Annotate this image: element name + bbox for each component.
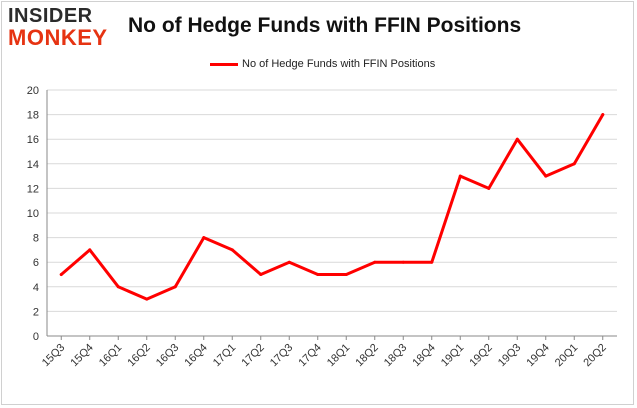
x-tick-label: 17Q1 — [211, 342, 239, 370]
legend-label: No of Hedge Funds with FFIN Positions — [242, 58, 436, 70]
data-point — [458, 174, 462, 178]
data-point — [287, 260, 291, 264]
x-tick-label: 18Q2 — [353, 342, 381, 370]
data-point — [316, 273, 320, 276]
y-tick-label: 0 — [33, 331, 39, 343]
y-tick-label: 6 — [33, 257, 39, 269]
insider-monkey-logo: INSIDER MONKEY — [8, 6, 118, 49]
x-tick-label: 16Q3 — [154, 342, 182, 370]
data-point — [116, 285, 120, 289]
x-tick-label: 16Q2 — [125, 342, 153, 370]
x-tick-label: 19Q3 — [496, 342, 524, 370]
x-tick-label: 19Q2 — [467, 342, 495, 370]
data-point — [259, 273, 263, 276]
chart-legend: No of Hedge Funds with FFIN Positions — [210, 57, 435, 71]
data-point — [373, 260, 377, 264]
data-point — [344, 273, 348, 276]
x-tick-label: 16Q1 — [97, 342, 125, 370]
logo-line-1: INSIDER — [8, 5, 93, 27]
y-tick-label: 16 — [27, 134, 39, 146]
y-tick-label: 18 — [27, 110, 39, 122]
x-tick-label: 16Q4 — [182, 342, 210, 370]
y-tick-label: 14 — [27, 159, 39, 171]
data-point — [145, 297, 149, 301]
x-tick-label: 18Q4 — [410, 342, 438, 370]
data-point — [401, 260, 405, 264]
x-tick-label: 18Q3 — [382, 342, 410, 370]
x-tick-label: 19Q4 — [524, 342, 552, 370]
chart-title: No of Hedge Funds with FFIN Positions — [128, 14, 522, 37]
x-tick-label: 17Q2 — [239, 342, 267, 370]
data-point — [202, 236, 206, 240]
data-point — [173, 285, 177, 289]
logo-line-2: MONKEY — [8, 25, 108, 50]
y-tick-label: 10 — [27, 208, 39, 220]
data-point — [230, 248, 234, 252]
legend-swatch — [210, 62, 238, 66]
data-point — [487, 186, 491, 190]
x-tick-label: 15Q4 — [68, 342, 96, 370]
x-tick-label: 17Q3 — [268, 342, 296, 370]
x-tick-label: 19Q1 — [439, 342, 467, 370]
x-tick-label: 17Q4 — [296, 342, 324, 370]
data-point — [59, 273, 63, 276]
data-point — [572, 162, 576, 166]
series-line — [59, 113, 605, 301]
data-point — [88, 248, 92, 252]
y-tick-label: 8 — [33, 233, 39, 245]
data-point — [515, 137, 519, 141]
data-point — [544, 174, 548, 178]
x-tick-label: 18Q1 — [325, 342, 353, 370]
x-tick-label: 20Q1 — [553, 342, 581, 370]
data-point — [430, 260, 434, 264]
y-tick-label: 12 — [27, 183, 39, 195]
x-tick-label: 20Q2 — [581, 342, 609, 370]
x-tick-label: 15Q3 — [40, 342, 68, 370]
y-tick-label: 4 — [33, 282, 39, 294]
y-tick-label: 2 — [33, 306, 39, 318]
y-tick-label: 20 — [27, 85, 39, 97]
data-point — [601, 113, 605, 117]
